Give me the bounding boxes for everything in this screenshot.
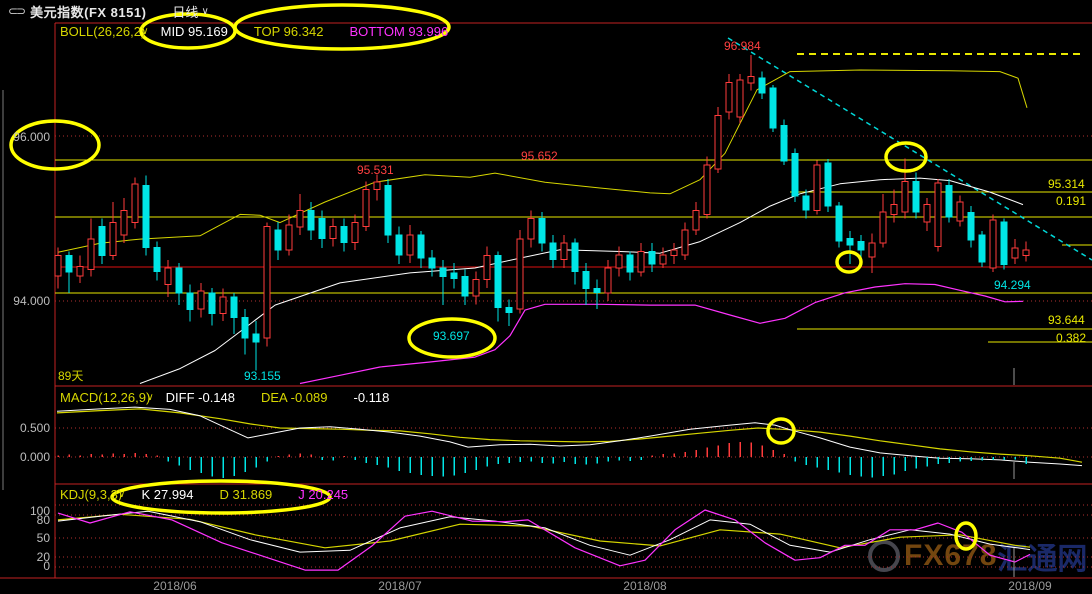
price-label: 96.984 — [724, 39, 761, 53]
boll-bottom-value: BOTTOM 93.996 — [349, 24, 449, 39]
boll-indicator-label: BOLL(26,26,2) — [60, 24, 146, 39]
period-selector[interactable]: 日线 ∨ — [172, 2, 208, 21]
kdj-indicator-row: KDJ(9,3,3) ∨ K 27.994 D 31.869 J 20.245 — [60, 487, 361, 502]
macd-axis-tick: 0.500 — [19, 421, 50, 435]
kdj-axis-tick: 0 — [43, 559, 50, 573]
macd-hist-value: -0.118 — [353, 390, 390, 405]
boll-top-value: TOP 96.342 — [253, 24, 324, 39]
x-axis-tick: 2018/08 — [623, 579, 667, 593]
kdj-axis-tick: 20 — [36, 550, 50, 564]
watermark-logo-icon — [868, 540, 900, 572]
watermark-brand-cn: 汇通网 — [997, 543, 1088, 576]
price-label: 95.314 — [1048, 177, 1085, 191]
price-label: 0.382 — [1056, 331, 1087, 345]
boll-dropdown-icon[interactable]: ∨ — [141, 26, 149, 37]
macd-dropdown-icon[interactable]: ∨ — [146, 392, 154, 403]
period-label: 日线 — [172, 4, 199, 20]
link-icon[interactable]: ⊂⊃ — [8, 4, 26, 18]
kdj-dropdown-icon[interactable]: ∨ — [118, 489, 126, 500]
price-label: 93.155 — [244, 369, 281, 383]
macd-indicator-label: MACD(12,26,9) — [60, 390, 151, 405]
kdj-axis-tick: 80 — [36, 513, 50, 527]
main-axis-tick: 96.000 — [13, 130, 50, 144]
macd-dea-value: DEA -0.089 — [261, 390, 328, 405]
kdj-k-value: K 27.994 — [141, 487, 194, 502]
macd-dif-value: DIFF -0.148 — [165, 390, 235, 405]
x-axis-tick: 2018/06 — [153, 579, 197, 593]
kdj-axis-tick: 50 — [36, 531, 50, 545]
price-label: 89天 — [58, 369, 84, 383]
screen-edge — [2, 90, 4, 490]
x-axis-tick: 2018/07 — [378, 579, 422, 593]
price-label: 0.191 — [1056, 194, 1087, 208]
macd-axis-tick: 0.000 — [19, 450, 50, 464]
boll-mid-value: MID 95.169 — [160, 24, 228, 39]
boll-indicator-row: BOLL(26,26,2) ∨ MID 95.169 TOP 96.342 BO… — [60, 24, 461, 39]
kdj-indicator-label: KDJ(9,3,3) — [60, 487, 123, 502]
main-axis-tick: 94.000 — [13, 294, 50, 308]
price-label: 93.697 — [433, 329, 470, 343]
price-label: 93.644 — [1048, 313, 1085, 327]
x-axis-tick: 2018/09 — [1008, 579, 1052, 593]
price-label: 95.531 — [357, 163, 394, 177]
kdj-j-value: J 20.245 — [298, 487, 349, 502]
kdj-d-value: D 31.869 — [219, 487, 273, 502]
title-bar: ⊂⊃ 美元指数(FX 8151) 日线 ∨ — [0, 0, 1092, 22]
kdj-axis-tick: 100 — [29, 504, 50, 518]
instrument-title: 美元指数(FX 8151) — [30, 4, 147, 20]
price-label: 94.294 — [994, 278, 1031, 292]
macd-indicator-row: MACD(12,26,9) ∨ DIFF -0.148 DEA -0.089 -… — [60, 390, 402, 405]
price-label: 95.652 — [521, 149, 558, 163]
chevron-down-icon: ∨ — [201, 5, 209, 17]
